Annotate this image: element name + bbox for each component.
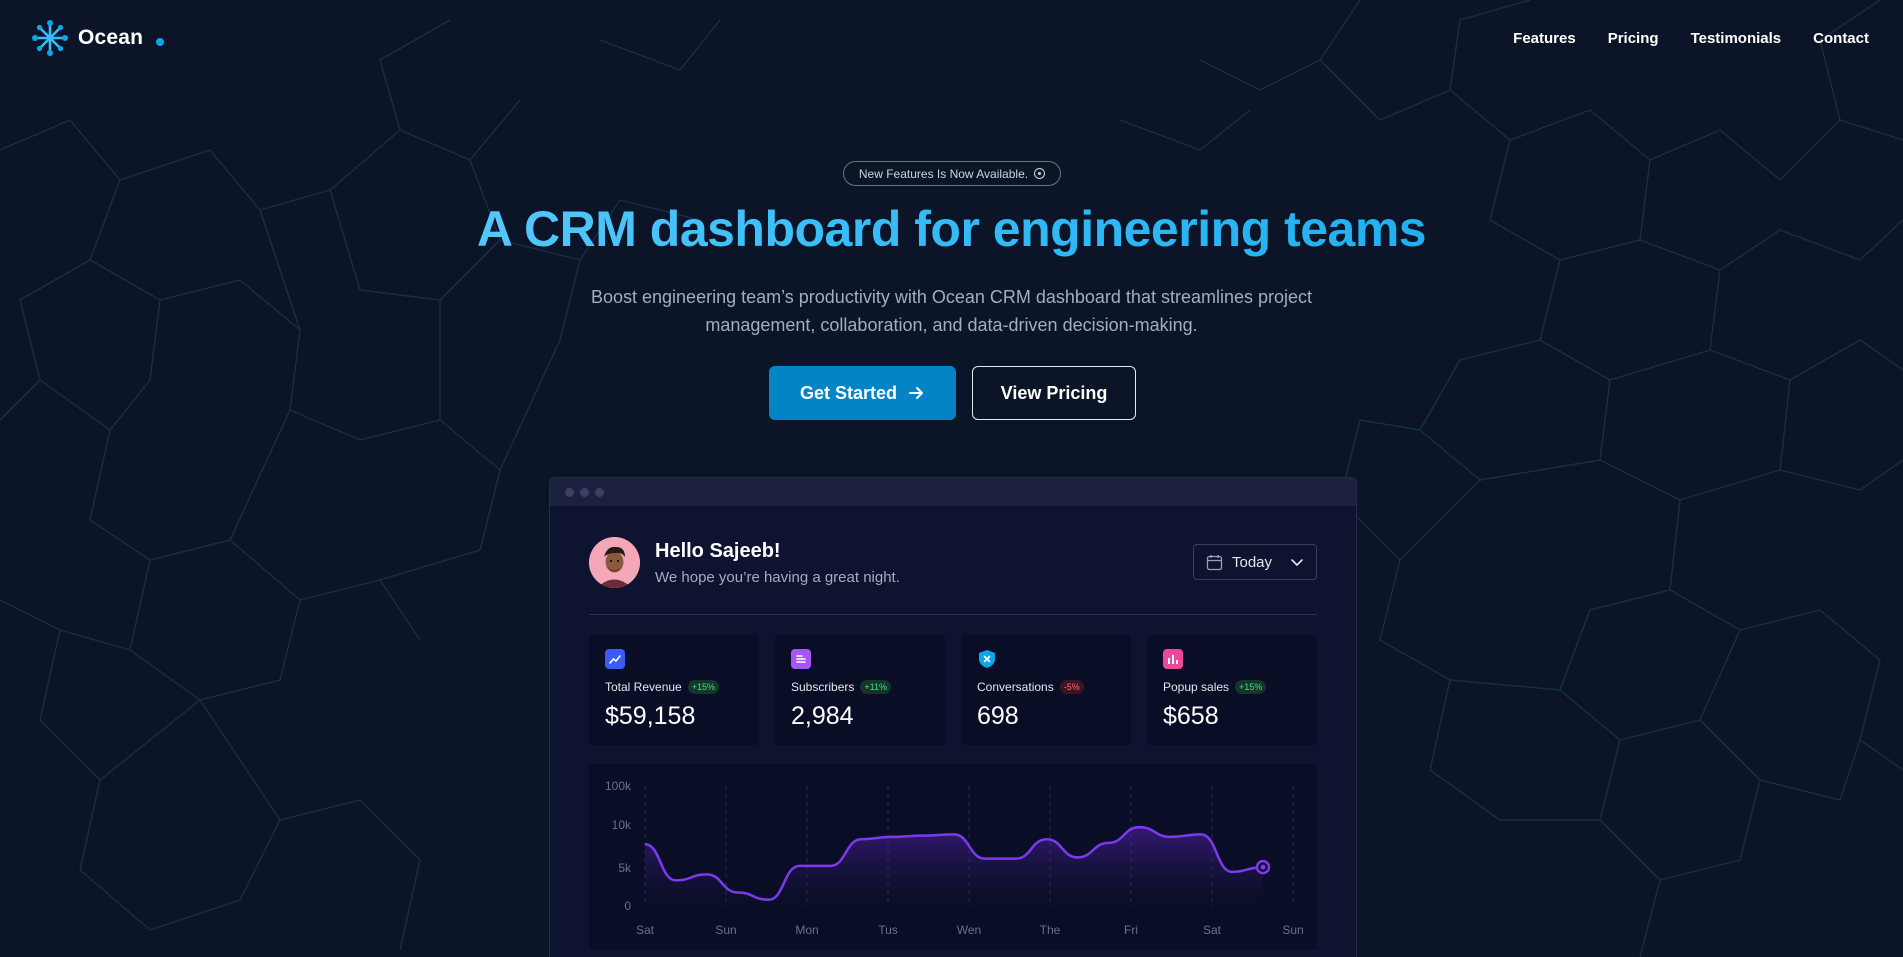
stat-value: $658 xyxy=(1163,702,1219,730)
stat-change-badge: +15% xyxy=(687,680,719,694)
target-icon xyxy=(1034,168,1046,179)
chart-trend-icon xyxy=(605,649,625,669)
stat-value: 698 xyxy=(977,702,1019,730)
chart-y-tick-label: 10k xyxy=(612,818,632,832)
hero-headline: A CRM dashboard for engineering teams xyxy=(0,200,1903,258)
stat-label: Popup sales xyxy=(1163,680,1230,694)
stat-label: Conversations xyxy=(977,680,1054,694)
chart-x-tick-label: The xyxy=(1040,923,1061,937)
activity-line-chart: 100k 10k 5k 0 Sat Sun Mon Tus Wen The Fri Sat Sun xyxy=(605,779,1304,937)
view-pricing-label: View Pricing xyxy=(1000,382,1108,403)
chart-x-tick-label: Mon xyxy=(795,923,818,937)
brand-name: Ocean xyxy=(78,26,144,49)
chart-x-tick-label: Sat xyxy=(636,923,655,937)
stat-value: $59,158 xyxy=(605,702,696,730)
hero-subline: Boost engineering team’s productivity wi… xyxy=(590,287,1313,335)
stat-change-badge: -5% xyxy=(1059,680,1084,694)
announcement-text: New Features Is Now Available. xyxy=(858,166,1029,181)
chart-series-line xyxy=(644,825,1264,901)
stat-label: Total Revenue xyxy=(605,680,682,694)
stat-value: 2,984 xyxy=(791,702,854,730)
window-titlebar xyxy=(550,478,1356,506)
nav-link-contact[interactable]: Contact xyxy=(1813,29,1869,47)
greeting-block: Hello Sajeeb! We hope you’re having a gr… xyxy=(589,537,900,588)
stat-change-badge: +15% xyxy=(1235,680,1267,694)
chart-area xyxy=(645,827,1263,907)
divider xyxy=(589,614,1317,615)
arrow-right-icon xyxy=(909,387,924,399)
chart-x-tick-label: Fri xyxy=(1124,923,1138,937)
chevron-down-icon xyxy=(1291,559,1303,566)
document-icon xyxy=(791,649,811,669)
brand-dot xyxy=(156,38,165,46)
stat-label: Subscribers xyxy=(791,680,855,694)
stat-change-badge: +11% xyxy=(860,680,891,694)
chart-x-tick-label: Sun xyxy=(1282,923,1303,937)
chart-point-marker-center xyxy=(1260,864,1266,870)
greeting-title: Hello Sajeeb! xyxy=(655,539,781,562)
greeting-subtitle: We hope you’re having a great night. xyxy=(655,568,900,586)
chart-y-tick-label: 0 xyxy=(624,899,631,913)
window-dot xyxy=(595,487,604,497)
chart-y-tick-label: 5k xyxy=(618,861,632,875)
dashboard-preview-window: Hello Sajeeb! We hope you’re having a gr… xyxy=(549,477,1357,957)
view-pricing-button[interactable]: View Pricing xyxy=(972,366,1136,420)
snowflake-icon xyxy=(32,20,68,56)
date-range-value: Today xyxy=(1232,553,1273,571)
window-dot xyxy=(565,487,574,497)
avatar xyxy=(589,537,640,588)
top-nav: Ocean Features Pricing Testimonials Cont… xyxy=(0,0,1903,76)
nav-links: Features Pricing Testimonials Contact xyxy=(1513,30,1869,47)
activity-chart-card: 100k 10k 5k 0 Sat Sun Mon Tus Wen The Fri Sat Sun xyxy=(589,764,1317,950)
nav-link-testimonials[interactable]: Testimonials xyxy=(1690,29,1782,47)
chart-x-tick-label: Sat xyxy=(1203,923,1222,937)
stat-card-subscribers[interactable]: Subscribers +11% 2,984 xyxy=(775,635,945,745)
calendar-icon xyxy=(1206,554,1223,570)
get-started-button[interactable]: Get Started xyxy=(769,366,956,420)
date-range-select[interactable]: Today xyxy=(1193,544,1317,580)
brand-logo[interactable]: Ocean xyxy=(32,20,165,56)
bar-chart-icon xyxy=(1163,649,1183,669)
window-dot xyxy=(580,487,589,497)
chart-x-tick-label: Sun xyxy=(715,923,736,937)
stat-card-conversations[interactable]: Conversations -5% 698 xyxy=(961,635,1131,745)
chart-x-tick-label: Tus xyxy=(878,923,898,937)
chart-x-tick-label: Wen xyxy=(957,923,981,937)
get-started-label: Get Started xyxy=(799,382,898,403)
announcement-pill[interactable]: New Features Is Now Available. xyxy=(843,161,1061,186)
nav-link-pricing[interactable]: Pricing xyxy=(1607,29,1659,47)
nav-link-features[interactable]: Features xyxy=(1513,29,1576,47)
avatar-illustration-icon xyxy=(589,537,640,588)
chart-y-tick-label: 100k xyxy=(605,779,632,793)
shield-icon xyxy=(977,649,997,669)
stat-card-popup-sales[interactable]: Popup sales +15% $658 xyxy=(1147,635,1317,745)
stat-card-total-revenue[interactable]: Total Revenue +15% $59,158 xyxy=(589,635,759,745)
